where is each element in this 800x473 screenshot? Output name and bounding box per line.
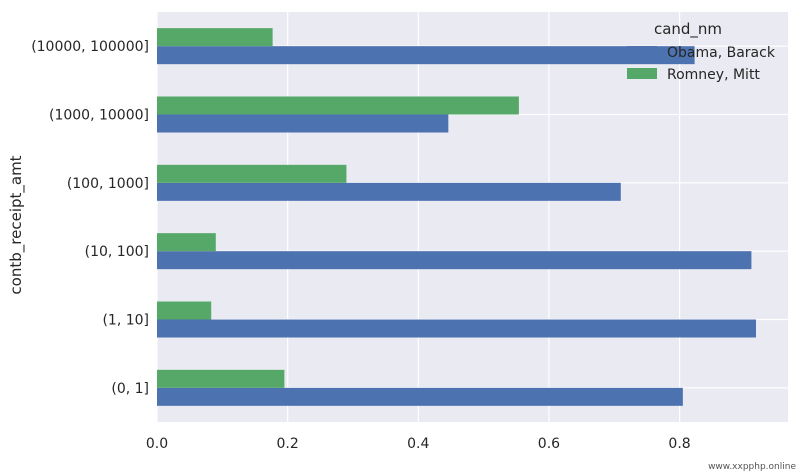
bars [157, 28, 756, 406]
bar-obama [157, 319, 756, 338]
bar-obama [157, 46, 695, 65]
legend-label: Romney, Mitt [667, 67, 760, 83]
bar-romney [157, 164, 347, 183]
watermark-text: www.xxpphp.online [708, 462, 796, 472]
y-tick-label: (1, 10] [102, 313, 149, 329]
y-tick-label: (0, 1] [111, 381, 149, 397]
legend-swatch [627, 68, 657, 79]
bar-romney [157, 233, 216, 252]
bar-romney [157, 96, 519, 115]
plot-area [157, 12, 788, 422]
bar-obama [157, 251, 752, 270]
y-axis-title: contb_receipt_amt [7, 155, 26, 294]
x-tick-label: 0.6 [538, 436, 560, 452]
x-tick-label: 0.8 [668, 436, 690, 452]
bar-romney [157, 28, 273, 47]
y-tick-label: (100, 1000] [67, 176, 149, 192]
bar-obama [157, 114, 449, 133]
x-tick-label: 0.4 [407, 436, 429, 452]
bar-romney [157, 369, 285, 388]
y-tick-label: (10000, 100000] [31, 39, 149, 55]
legend-title: cand_nm [654, 20, 722, 39]
bar-obama [157, 182, 621, 201]
x-tick-label: 0.2 [277, 436, 299, 452]
y-tick-label: (1000, 10000] [49, 108, 149, 124]
x-tick-label: 0.0 [146, 436, 168, 452]
bar-obama [157, 387, 683, 406]
y-axis: (0, 1] (1, 10] (10, 100] (100, 1000] (1000, … [31, 39, 149, 397]
y-tick-label: (10, 100] [85, 244, 149, 260]
legend-label: Obama, Barack [667, 45, 776, 61]
x-axis: 0.0 0.2 0.4 0.6 0.8 [146, 436, 691, 452]
bar-romney [157, 301, 212, 320]
legend-swatch [627, 46, 657, 57]
legend: cand_nm Obama, Barack Romney, Mitt [627, 20, 776, 83]
